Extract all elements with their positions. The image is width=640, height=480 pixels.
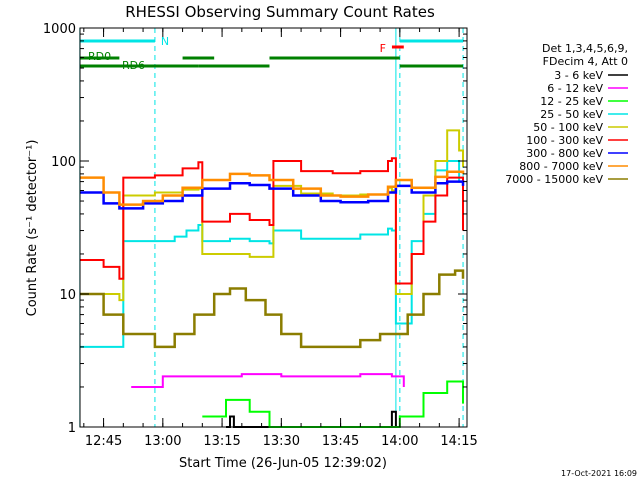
x-tick-label-4: 13:45 <box>322 434 359 449</box>
y-tick-label-0: 1 <box>68 421 76 436</box>
footer-date: 17-Oct-2021 16:09 <box>561 469 637 478</box>
plot-frame <box>79 27 468 428</box>
x-tick-label-1: 13:00 <box>144 434 181 449</box>
status-label-rd6: RD6 <box>122 59 145 72</box>
y-tick-label-2: 100 <box>51 155 76 170</box>
legend-header-0: Det 1,3,4,5,6,9, <box>542 42 628 55</box>
y-axis: 1 10 100 1000 <box>43 22 467 436</box>
legend-label-5: 100 - 300 keV <box>526 134 603 147</box>
legend-label-8: 7000 - 15000 keV <box>505 173 603 186</box>
y-tick-label-1: 10 <box>59 288 76 303</box>
legend-label-6: 300 - 800 keV <box>526 147 603 160</box>
status-label-rd0: RD0 <box>88 50 111 63</box>
status-label-f: F <box>380 42 386 55</box>
time-markers <box>79 28 464 427</box>
series-line-1 <box>131 373 405 388</box>
x-axis: 12:45 13:00 13:15 13:30 13:45 14:00 14:15 <box>83 28 478 449</box>
status-bars: N F RD0 RD6 <box>79 35 464 72</box>
legend-header-1: FDecim 4, Att 0 <box>543 55 628 68</box>
legend-label-3: 25 - 50 keV <box>540 108 603 121</box>
legend-label-7: 800 - 7000 keV <box>519 160 603 173</box>
legend-label-4: 50 - 100 keV <box>533 121 603 134</box>
x-tick-label-3: 13:30 <box>263 434 300 449</box>
series-line-5 <box>79 157 464 285</box>
series-line-7 <box>79 170 465 206</box>
status-label-n: N <box>161 35 169 48</box>
legend-label-2: 12 - 25 keV <box>540 95 603 108</box>
y-axis-label: Count Rate (s⁻¹ detector⁻¹) <box>25 140 40 317</box>
series-line-8 <box>79 269 465 349</box>
series-line-3 <box>79 160 464 348</box>
x-tick-label-6: 14:15 <box>440 434 477 449</box>
y-tick-label-3: 1000 <box>43 22 76 37</box>
x-tick-label-0: 12:45 <box>85 434 122 449</box>
legend-label-1: 6 - 12 keV <box>547 82 603 95</box>
plot-series <box>79 129 465 428</box>
chart-title: RHESSI Observing Summary Count Rates <box>125 3 435 21</box>
x-tick-label-5: 14:00 <box>381 434 418 449</box>
legend-label-0: 3 - 6 keV <box>554 69 603 82</box>
series-line-0 <box>226 410 397 428</box>
x-axis-label: Start Time (26-Jun-05 12:39:02) <box>179 456 387 471</box>
legend: Det 1,3,4,5,6,9,FDecim 4, Att 03 - 6 keV… <box>505 42 628 186</box>
series-line-4 <box>79 129 464 302</box>
x-tick-label-2: 13:15 <box>203 434 240 449</box>
series-line-2 <box>202 380 464 428</box>
